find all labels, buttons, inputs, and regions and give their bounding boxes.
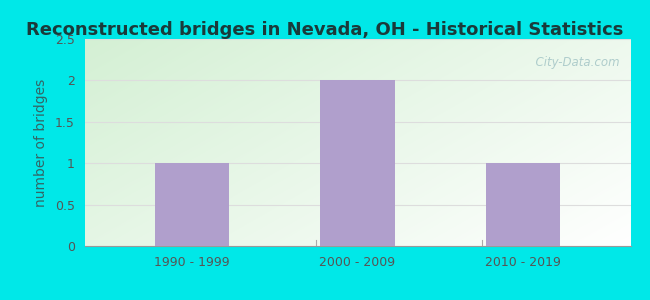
Text: Reconstructed bridges in Nevada, OH - Historical Statistics: Reconstructed bridges in Nevada, OH - Hi…: [26, 21, 624, 39]
Bar: [155, 163, 229, 246]
Text: City-Data.com: City-Data.com: [528, 56, 619, 69]
Bar: [320, 80, 395, 246]
Bar: [486, 163, 560, 246]
Y-axis label: number of bridges: number of bridges: [34, 78, 48, 207]
